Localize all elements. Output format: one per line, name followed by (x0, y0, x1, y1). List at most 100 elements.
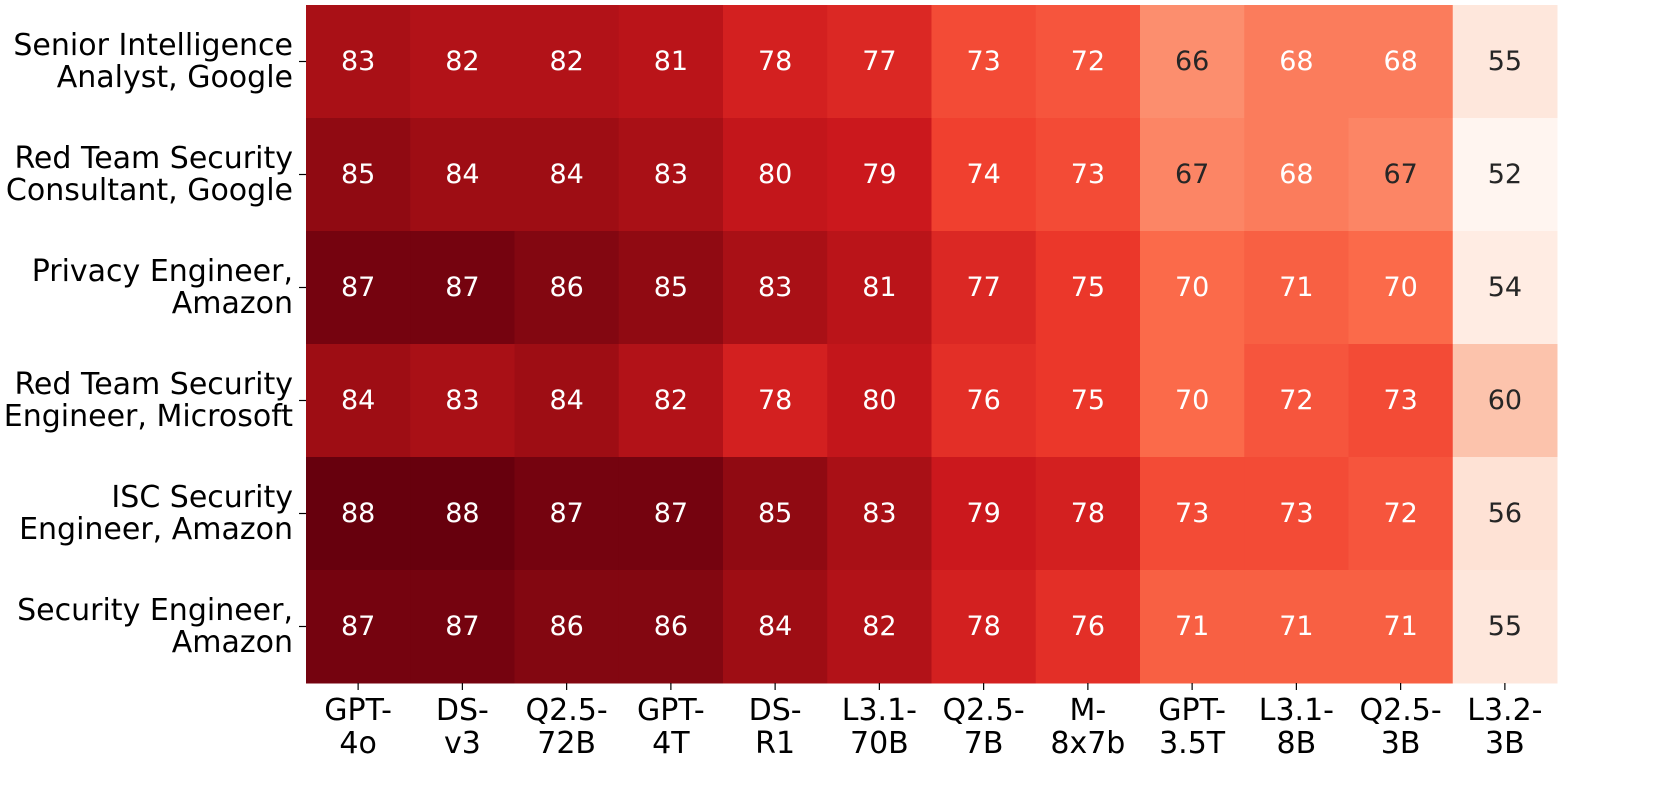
cell-value-label: 71 (1175, 611, 1209, 642)
row-label: Red Team Security Engineer, Microsoft (4, 367, 293, 434)
cell-value-label: 81 (862, 272, 896, 303)
heatmap-cell (1244, 5, 1349, 119)
cell-value-label: 68 (1279, 159, 1313, 190)
heatmap-cell (931, 457, 1037, 571)
column-label: GPT-4o (324, 693, 392, 761)
cell-value-label: 73 (1383, 385, 1417, 416)
cell-value-label: 72 (1383, 498, 1417, 529)
heatmap-cell (1140, 231, 1245, 345)
column-labels: GPT-4o DS-v3 Q2.5-72B GPT-4T DS-R1 L3.1-70B Q2… (324, 683, 1543, 761)
heatmap-cell (1452, 344, 1558, 458)
heatmap-cell (1244, 570, 1349, 684)
heatmap-cell (723, 231, 828, 345)
cell-value-label: 83 (341, 46, 375, 77)
cell-value-label: 87 (445, 272, 479, 303)
cell-value-label: 79 (862, 159, 896, 190)
cell-value-label: 75 (1071, 385, 1105, 416)
heatmap-cell (410, 570, 515, 684)
column-label: GPT-3.5T (1158, 693, 1226, 761)
heatmap-cell (514, 457, 620, 571)
heatmap-cell (514, 570, 620, 684)
heatmap-cell (1035, 457, 1141, 571)
heatmap-cell (618, 5, 724, 119)
column-label: Q2.5-7B (943, 693, 1025, 761)
heatmap-cell (514, 5, 620, 119)
heatmap-cell (931, 344, 1037, 458)
cell-value-label: 88 (341, 498, 375, 529)
cell-value-label: 84 (758, 611, 792, 642)
column-label: GPT-4T (637, 693, 705, 761)
cell-value-label: 78 (1071, 498, 1105, 529)
cell-value-label: 67 (1175, 159, 1209, 190)
cell-value-label: 60 (1488, 385, 1522, 416)
cell-value-label: 71 (1383, 611, 1417, 642)
cell-value-label: 68 (1383, 46, 1417, 77)
heatmap-cell (1140, 457, 1245, 571)
heatmap-cell (1140, 570, 1245, 684)
cell-value-label: 71 (1279, 611, 1313, 642)
heatmap-cell (931, 231, 1037, 345)
row-label: Security Engineer, Amazon (17, 593, 293, 660)
cell-value-label: 74 (966, 159, 1000, 190)
cell-value-label: 80 (758, 159, 792, 190)
cell-value-label: 67 (1383, 159, 1417, 190)
heatmap-cell (410, 457, 515, 571)
heatmap-cell (723, 344, 828, 458)
cell-value-label: 55 (1488, 46, 1522, 77)
cell-value-label: 75 (1071, 272, 1105, 303)
cell-value-label: 79 (966, 498, 1000, 529)
heatmap-cells: 83 82 82 81 78 77 73 72 66 68 68 55 85 84 84 83 80 79 74 73… (306, 5, 1558, 684)
column-label: L3.1-70B (842, 693, 917, 761)
heatmap-cell (306, 118, 411, 232)
heatmap-cell (306, 231, 411, 345)
cell-value-label: 84 (549, 385, 583, 416)
heatmap-cell (723, 457, 828, 571)
heatmap-cell (931, 570, 1037, 684)
heatmap-cell (1140, 5, 1245, 119)
heatmap-cell (618, 118, 724, 232)
cell-value-label: 83 (445, 385, 479, 416)
heatmap-cell (306, 5, 411, 119)
cell-value-label: 88 (445, 498, 479, 529)
row-label: Red Team Security Consultant, Google (6, 141, 293, 208)
heatmap-cell (306, 344, 411, 458)
cell-value-label: 85 (341, 159, 375, 190)
heatmap-cell (1244, 231, 1349, 345)
cell-value-label: 73 (1071, 159, 1105, 190)
heatmap-cell (931, 118, 1037, 232)
cell-value-label: 87 (341, 272, 375, 303)
heatmap-cell (514, 344, 620, 458)
heatmap-cell (514, 231, 620, 345)
cell-value-label: 87 (654, 498, 688, 529)
cell-value-label: 52 (1488, 159, 1522, 190)
heatmap-cell (827, 231, 932, 345)
cell-value-label: 83 (862, 498, 896, 529)
heatmap-cell (410, 344, 515, 458)
row-label: ISC Security Engineer, Amazon (19, 480, 293, 547)
heatmap-cell (618, 344, 724, 458)
cell-value-label: 70 (1383, 272, 1417, 303)
heatmap-cell (1035, 5, 1141, 119)
cell-value-label: 70 (1175, 385, 1209, 416)
column-label: Q2.5-72B (526, 693, 608, 761)
row-labels: Senior Intelligence Analyst, Google Red Te… (4, 28, 306, 660)
heatmap-cell (410, 118, 515, 232)
heatmap-cell (1348, 457, 1454, 571)
cell-value-label: 72 (1071, 46, 1105, 77)
heatmap-cell (1348, 570, 1454, 684)
cell-value-label: 54 (1488, 272, 1522, 303)
heatmap-cell (1035, 118, 1141, 232)
cell-value-label: 72 (1279, 385, 1313, 416)
heatmap-cell (1348, 118, 1454, 232)
heatmap-cell (1140, 118, 1245, 232)
cell-value-label: 87 (341, 611, 375, 642)
heatmap-cell (827, 570, 932, 684)
heatmap-cell (1452, 457, 1558, 571)
cell-value-label: 80 (862, 385, 896, 416)
heatmap-cell (1035, 231, 1141, 345)
cell-value-label: 86 (549, 272, 583, 303)
column-label: M-8x7b (1050, 693, 1125, 761)
row-label: Privacy Engineer, Amazon (32, 254, 293, 321)
heatmap-cell (410, 5, 515, 119)
